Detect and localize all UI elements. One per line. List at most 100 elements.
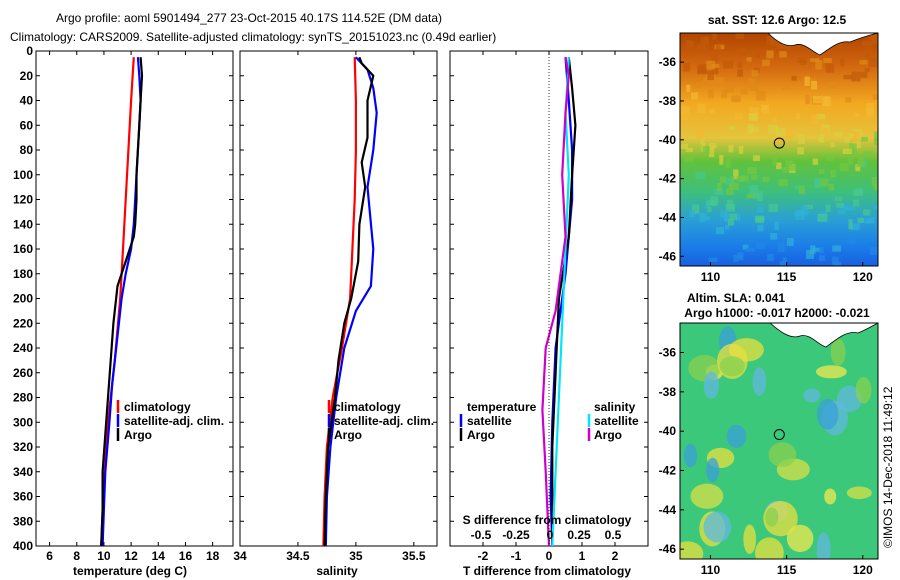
map-x-tick-label: 115 <box>777 563 797 577</box>
difference-lines <box>541 57 577 546</box>
sst-pixel <box>779 51 787 58</box>
series-line-argo <box>323 56 375 546</box>
sst-pixel <box>753 155 760 161</box>
sst-pixel <box>772 117 777 124</box>
sst-pixel <box>746 57 752 62</box>
sst-pixel <box>768 125 779 134</box>
difference-axes: -2 -1 0 1 2 <box>450 50 648 563</box>
sla-eddy <box>726 424 747 449</box>
legend-label-argo: Argo <box>334 428 362 442</box>
sst-pixel <box>754 67 760 73</box>
y-tick-label: 280 <box>13 391 33 405</box>
sst-pixel <box>868 57 878 68</box>
sst-argo-marker <box>773 137 785 149</box>
sst-pixel <box>734 112 744 120</box>
x-tick-label: 6 <box>46 549 53 563</box>
sst-pixel <box>847 154 853 165</box>
sla-eddy <box>690 483 724 509</box>
sst-pixel <box>694 84 702 89</box>
sst-pixel <box>733 169 739 180</box>
sst-pixel <box>703 76 708 83</box>
sst-pixel <box>742 244 749 250</box>
sst-pixel <box>834 196 843 202</box>
sst-pixel <box>782 84 792 90</box>
sla-coastline <box>769 323 878 348</box>
s-tick-label: 0 <box>547 528 554 542</box>
sst-pixel <box>851 131 860 137</box>
sst-pixel <box>762 59 770 67</box>
sst-pixel <box>842 148 853 155</box>
sst-pixel <box>738 145 744 154</box>
sst-pixel <box>862 40 873 46</box>
sst-pixel <box>729 125 736 131</box>
sst-pixel <box>859 60 868 65</box>
sla-eddy <box>703 371 720 399</box>
sst-pixel <box>696 46 707 52</box>
y-tick-label: 160 <box>13 242 33 256</box>
sst-pixel <box>818 169 825 175</box>
map-y-tick-label: -42 <box>659 172 677 186</box>
x-tick-label: 34 <box>233 549 247 563</box>
sst-pixel <box>714 188 724 195</box>
sst-pixel <box>869 34 877 41</box>
header-title-line2: Climatology: CARS2009. Satellite-adjuste… <box>10 30 496 44</box>
sst-pixel <box>861 136 868 142</box>
sla-eddy <box>752 367 767 396</box>
sst-pixel <box>714 77 725 87</box>
y-tick-label: 400 <box>13 539 33 553</box>
sst-pixel <box>786 160 796 171</box>
sst-pixel <box>797 134 805 144</box>
sst-pixel <box>816 113 825 120</box>
sst-pixel <box>700 137 705 145</box>
sst-pixel <box>794 185 800 190</box>
sst-pixel <box>829 81 838 89</box>
sst-pixel <box>865 218 870 224</box>
sst-pixel <box>777 242 785 253</box>
sst-pixel <box>787 238 794 246</box>
sst-pixel <box>864 67 870 72</box>
sla-eddy <box>743 524 757 555</box>
header-title-line1: Argo profile: aoml 5901494_277 23-Oct-20… <box>56 11 442 25</box>
temperature-lines <box>100 57 144 546</box>
x-tick-label: 16 <box>179 549 193 563</box>
sst-pixel <box>814 178 821 188</box>
sst-pixel <box>864 53 870 59</box>
sst-pixel <box>737 61 743 68</box>
sst-pixel <box>766 50 774 59</box>
sst-pixel <box>860 71 868 79</box>
sst-pixel <box>706 200 717 206</box>
sst-pixel <box>746 193 757 199</box>
sst-pixel <box>831 256 839 265</box>
sla-texture <box>680 326 872 559</box>
sst-pixel <box>700 36 710 46</box>
sst-pixel <box>783 130 793 139</box>
sst-pixel <box>695 172 706 179</box>
sst-pixel <box>839 162 849 172</box>
sst-pixel <box>711 63 720 68</box>
y-tick-label: 220 <box>13 316 33 330</box>
sst-pixel <box>795 210 805 220</box>
sst-pixel <box>712 33 717 40</box>
sst-pixel <box>681 116 689 121</box>
x-tick-label: 1 <box>579 549 586 563</box>
sst-pixel <box>830 170 836 178</box>
sst-pixel <box>757 191 763 202</box>
sst-pixel <box>735 33 744 39</box>
sst-pixel <box>874 185 878 191</box>
y-tick-label: 340 <box>13 465 33 479</box>
sst-pixel <box>730 176 735 182</box>
sst-pixel <box>736 176 744 182</box>
sst-map-axes: 110 115 120 -36 -38 -40 -42 -44 -46 <box>659 55 873 284</box>
sst-pixel <box>723 60 734 69</box>
sst-pixel <box>809 50 817 59</box>
sst-pixel <box>727 199 734 209</box>
sst-pixel <box>707 70 714 81</box>
sst-pixel <box>806 249 814 259</box>
series-line-temperature-argo <box>551 57 577 546</box>
y-tick-label: 140 <box>13 217 33 231</box>
sst-pixel <box>731 95 741 103</box>
sst-pixel <box>840 58 845 67</box>
sst-coastline <box>767 33 878 56</box>
sst-pixel <box>733 254 739 262</box>
y-tick-label: 0 <box>26 44 33 58</box>
